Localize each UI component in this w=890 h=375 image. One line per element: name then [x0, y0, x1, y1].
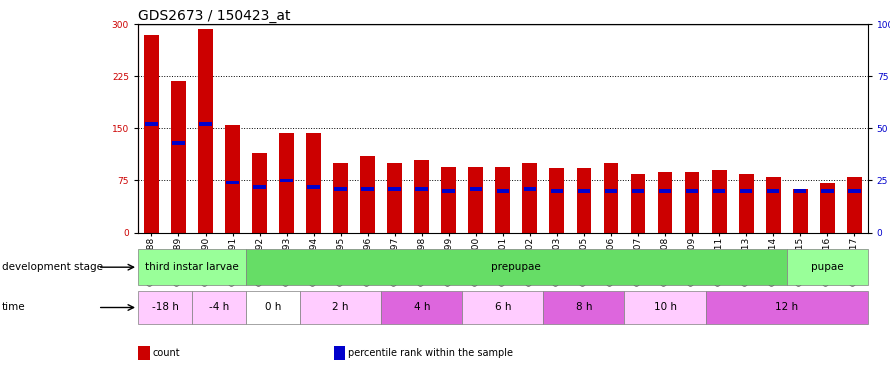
Text: 2 h: 2 h	[333, 303, 349, 312]
Bar	[360, 156, 376, 232]
Bar	[706, 291, 868, 324]
Bar	[442, 189, 455, 193]
Text: 8 h: 8 h	[576, 303, 592, 312]
Bar	[712, 170, 726, 232]
Text: prepupae: prepupae	[491, 262, 541, 272]
Bar	[549, 168, 564, 232]
Bar	[462, 291, 544, 324]
Bar	[523, 187, 536, 191]
Bar	[361, 187, 374, 191]
Bar	[794, 189, 806, 193]
Bar	[254, 185, 266, 189]
Bar	[577, 168, 591, 232]
Bar	[226, 181, 239, 184]
Text: 12 h: 12 h	[775, 303, 798, 312]
Bar	[333, 163, 348, 232]
Bar	[387, 163, 402, 232]
Text: pupae: pupae	[811, 262, 844, 272]
Bar	[172, 141, 185, 145]
Bar	[415, 160, 429, 232]
Text: percentile rank within the sample: percentile rank within the sample	[348, 348, 513, 358]
Bar	[739, 174, 754, 232]
Bar	[335, 187, 347, 191]
Bar	[171, 81, 186, 232]
Bar	[470, 187, 482, 191]
Bar	[144, 35, 159, 232]
Bar	[793, 189, 807, 232]
Bar	[138, 291, 192, 324]
Bar	[821, 189, 834, 193]
Bar	[138, 249, 246, 285]
Bar	[787, 249, 868, 285]
Bar	[225, 125, 240, 232]
Bar	[604, 189, 618, 193]
Bar	[441, 166, 457, 232]
Bar	[199, 122, 212, 126]
Bar	[252, 153, 267, 232]
Bar	[685, 189, 699, 193]
Bar	[192, 291, 246, 324]
Bar	[820, 183, 835, 232]
Text: 6 h: 6 h	[495, 303, 511, 312]
Bar	[246, 291, 300, 324]
Text: -4 h: -4 h	[209, 303, 229, 312]
Bar	[307, 185, 320, 189]
Bar	[306, 133, 321, 232]
Text: third instar larvae: third instar larvae	[145, 262, 239, 272]
Text: 10 h: 10 h	[653, 303, 676, 312]
Bar	[632, 189, 644, 193]
Bar	[416, 187, 428, 191]
Bar	[279, 133, 294, 232]
Text: -18 h: -18 h	[151, 303, 178, 312]
Bar	[468, 166, 483, 232]
Bar	[625, 291, 706, 324]
Bar	[280, 178, 293, 182]
Bar	[603, 163, 619, 232]
Text: development stage: development stage	[2, 262, 102, 272]
Bar	[740, 189, 752, 193]
Bar	[551, 189, 563, 193]
Bar	[497, 189, 509, 193]
Bar	[544, 291, 625, 324]
Bar	[684, 172, 700, 232]
Text: count: count	[152, 348, 180, 358]
Bar	[767, 189, 780, 193]
Bar	[145, 122, 158, 126]
Bar	[846, 177, 862, 232]
Text: 4 h: 4 h	[414, 303, 430, 312]
Bar	[658, 172, 673, 232]
Bar	[198, 29, 213, 232]
Bar	[496, 166, 510, 232]
Bar	[300, 291, 381, 324]
Bar	[381, 291, 462, 324]
Bar	[522, 163, 538, 232]
Bar	[631, 174, 645, 232]
Bar	[765, 177, 781, 232]
Bar	[713, 189, 725, 193]
Text: time: time	[2, 303, 26, 312]
Text: GDS2673 / 150423_at: GDS2673 / 150423_at	[138, 9, 290, 23]
Bar	[578, 189, 590, 193]
Bar	[848, 189, 861, 193]
Text: 0 h: 0 h	[265, 303, 281, 312]
Bar	[246, 249, 787, 285]
Bar	[659, 189, 671, 193]
Bar	[388, 187, 401, 191]
